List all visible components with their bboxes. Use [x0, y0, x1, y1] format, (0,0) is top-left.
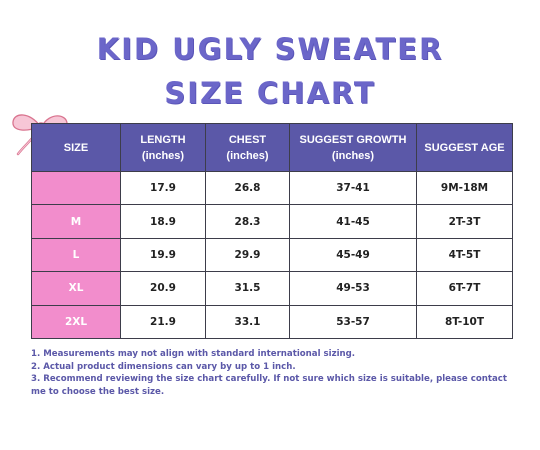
- size-chart-table: SIZE LENGTH (inches) CHEST (inches) SUGG…: [31, 123, 513, 340]
- header-growth-label: SUGGEST GROWTH: [299, 133, 407, 146]
- header-chest-label: CHEST: [228, 133, 267, 146]
- table-header-row: SIZE LENGTH (inches) CHEST (inches) SUGG…: [31, 123, 513, 172]
- size-cell: XL: [31, 271, 121, 306]
- header-length-label: LENGTH: [140, 133, 186, 146]
- header-size-label: SIZE: [63, 141, 89, 154]
- header-size: SIZE: [31, 123, 121, 172]
- notes-section: 1. Measurements may not align with stand…: [31, 348, 511, 398]
- size-cell: M: [31, 204, 121, 239]
- table-row: 17.9 26.8 37-41 9M-18M: [31, 170, 513, 206]
- age-cell: 6T-7T: [416, 271, 513, 306]
- note-item: 1. Measurements may not align with stand…: [31, 349, 356, 359]
- header-chest: CHEST (inches): [205, 123, 290, 172]
- chest-cell: 31.5: [205, 271, 290, 306]
- chest-cell: 26.8: [205, 170, 290, 206]
- size-cell: [31, 170, 121, 206]
- header-length: LENGTH (inches): [120, 123, 206, 172]
- length-cell: 19.9: [120, 237, 206, 273]
- growth-cell: 53-57: [289, 304, 417, 340]
- page-title-line2: SIZE CHART: [164, 76, 376, 110]
- size-cell: L: [31, 237, 121, 273]
- size-cell: 2XL: [31, 304, 121, 340]
- growth-cell: 49-53: [289, 271, 417, 306]
- age-cell: 9M-18M: [416, 170, 513, 206]
- length-cell: 18.9: [120, 204, 206, 239]
- age-cell: 2T-3T: [416, 204, 513, 239]
- header-growth-unit: (inches): [331, 149, 375, 162]
- growth-cell: 41-45: [289, 204, 417, 239]
- age-cell: 8T-10T: [416, 304, 513, 340]
- length-cell: 17.9: [120, 170, 206, 206]
- table-row: M 18.9 28.3 41-45 2T-3T: [31, 204, 513, 239]
- page-title-line1: KID UGLY SWEATER: [96, 32, 444, 66]
- note-item: 3. Recommend reviewing the size chart ca…: [31, 374, 507, 397]
- growth-cell: 37-41: [289, 170, 417, 206]
- table-row: L 19.9 29.9 45-49 4T-5T: [31, 237, 513, 273]
- chest-cell: 29.9: [205, 237, 290, 273]
- table-row: XL 20.9 31.5 49-53 6T-7T: [31, 271, 513, 306]
- header-length-unit: (inches): [141, 149, 185, 162]
- length-cell: 21.9: [120, 304, 206, 340]
- chest-cell: 28.3: [205, 204, 290, 239]
- note-item: 2. Actual product dimensions can vary by…: [31, 361, 296, 372]
- header-age: SUGGEST AGE: [416, 123, 513, 172]
- length-cell: 20.9: [120, 271, 206, 306]
- header-growth: SUGGEST GROWTH (inches): [289, 123, 417, 172]
- header-chest-unit: (inches): [226, 149, 269, 162]
- growth-cell: 45-49: [289, 237, 417, 273]
- table-row: 2XL 21.9 33.1 53-57 8T-10T: [31, 304, 513, 340]
- age-cell: 4T-5T: [416, 237, 513, 273]
- header-age-label: SUGGEST AGE: [424, 141, 505, 154]
- chest-cell: 33.1: [205, 304, 290, 340]
